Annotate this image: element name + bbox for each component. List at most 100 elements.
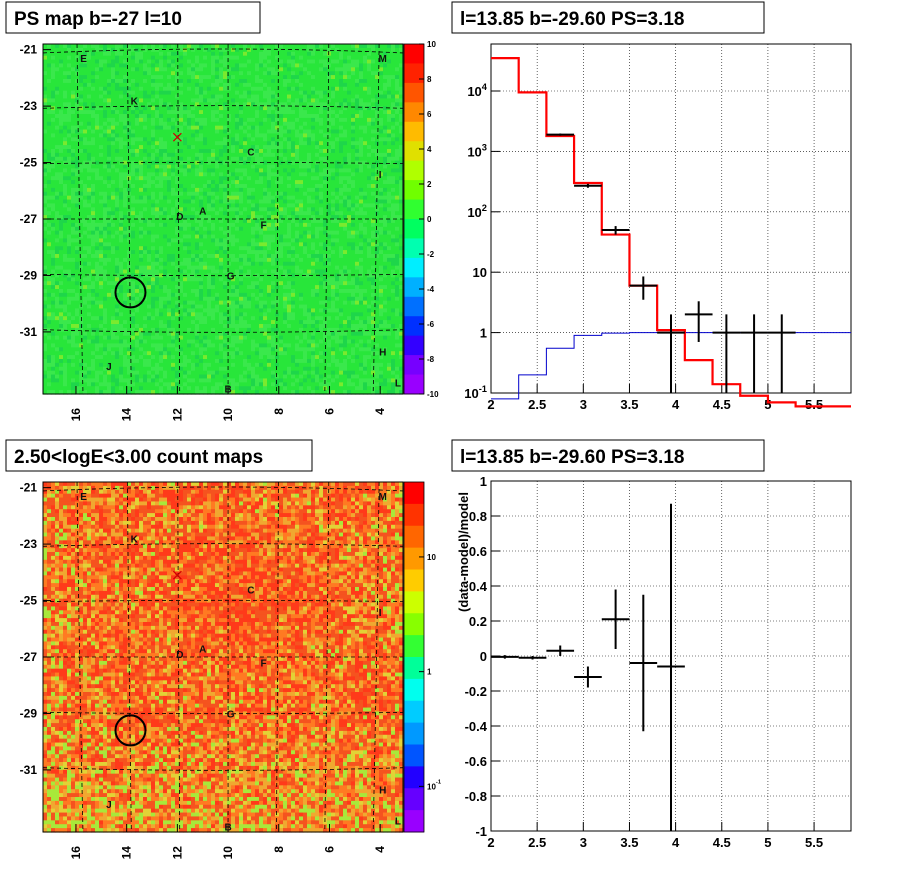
map-pixel <box>143 277 148 282</box>
map-pixel <box>127 129 132 135</box>
map-pixel <box>187 355 192 360</box>
map-pixel <box>247 355 252 360</box>
map-pixel <box>223 386 228 391</box>
map-pixel <box>67 51 72 57</box>
map-pixel <box>163 219 168 224</box>
map-pixel <box>195 324 200 329</box>
map-pixel <box>259 359 264 364</box>
map-pixel <box>63 324 68 329</box>
map-pixel <box>131 226 136 232</box>
map-pixel <box>151 67 156 72</box>
map-pixel <box>83 250 88 255</box>
map-pixel <box>91 242 96 247</box>
map-pixel <box>203 184 208 189</box>
map-pixel <box>67 386 72 391</box>
map-pixel <box>143 164 148 170</box>
map-pixel <box>87 117 92 123</box>
map-pixel <box>211 110 216 115</box>
map-pixel <box>175 265 180 271</box>
map-pixel <box>207 71 212 76</box>
map-pixel <box>247 327 252 333</box>
map-pixel <box>263 152 268 158</box>
map-pixel <box>91 390 96 395</box>
map-pixel <box>223 114 228 119</box>
map-pixel <box>219 362 224 368</box>
map-pixel <box>247 180 252 185</box>
map-pixel <box>127 102 132 107</box>
map-pixel <box>227 164 232 170</box>
map-pixel <box>131 114 136 119</box>
map-pixel <box>251 44 256 49</box>
map-pixel <box>59 145 64 150</box>
map-pixel <box>135 215 140 220</box>
map-pixel <box>99 265 104 271</box>
map-pixel <box>151 351 156 356</box>
map-pixel <box>131 79 136 84</box>
map-pixel <box>127 230 132 236</box>
map-pixel <box>91 176 96 181</box>
map-pixel <box>235 327 240 333</box>
map-pixel <box>55 308 60 313</box>
map-pixel <box>259 184 264 189</box>
map-pixel <box>135 366 140 372</box>
map-pixel <box>79 121 84 127</box>
map-pixel <box>207 281 212 286</box>
map-pixel <box>71 324 76 329</box>
map-pixel <box>71 382 76 387</box>
map-pixel <box>67 257 72 263</box>
map-pixel <box>179 335 184 341</box>
map-pixel <box>103 347 108 352</box>
map-pixel <box>79 63 84 68</box>
map-pixel <box>211 141 216 146</box>
map-pixel <box>99 98 104 103</box>
map-pixel <box>55 355 60 360</box>
map-pixel <box>195 215 200 220</box>
map-pixel <box>47 292 52 298</box>
map-pixel <box>63 90 68 96</box>
map-pixel <box>175 289 180 294</box>
map-pixel <box>123 117 128 123</box>
map-pixel <box>103 273 108 278</box>
map-pixel <box>223 203 228 208</box>
map-pixel <box>251 324 256 329</box>
map-pixel <box>115 378 120 383</box>
map-pixel <box>223 94 228 100</box>
map-pixel <box>223 374 228 380</box>
map-pixel <box>79 44 84 49</box>
map-pixel <box>151 335 156 341</box>
map-pixel <box>91 156 96 162</box>
map-pixel <box>135 141 140 146</box>
map-pixel <box>103 160 108 166</box>
map-pixel <box>179 121 184 127</box>
map-pixel <box>99 222 104 228</box>
map-pixel <box>155 370 160 376</box>
map-pixel <box>227 137 232 142</box>
map-pixel <box>219 133 224 138</box>
map-pixel <box>91 44 96 49</box>
map-pixel <box>139 285 144 290</box>
map-pixel <box>111 121 116 127</box>
map-pixel <box>219 331 224 337</box>
map-pixel <box>247 277 252 282</box>
map-pixel <box>215 273 220 278</box>
map-pixel <box>247 265 252 271</box>
map-pixel <box>175 370 180 376</box>
map-pixel <box>115 156 120 162</box>
map-pixel <box>167 257 172 263</box>
map-pixel <box>243 133 248 138</box>
map-pixel <box>107 304 112 310</box>
map-pixel <box>171 44 176 49</box>
map-pixel <box>63 351 68 356</box>
map-pixel <box>83 75 88 80</box>
map-pixel <box>255 86 260 92</box>
map-pixel <box>87 94 92 100</box>
map-pixel <box>167 386 172 391</box>
map-pixel <box>127 285 132 290</box>
map-pixel <box>255 250 260 255</box>
map-pixel <box>163 320 168 325</box>
map-pixel <box>171 359 176 364</box>
map-pixel <box>115 355 120 360</box>
map-pixel <box>239 242 244 247</box>
map-pixel <box>103 374 108 380</box>
map-pixel <box>55 242 60 247</box>
